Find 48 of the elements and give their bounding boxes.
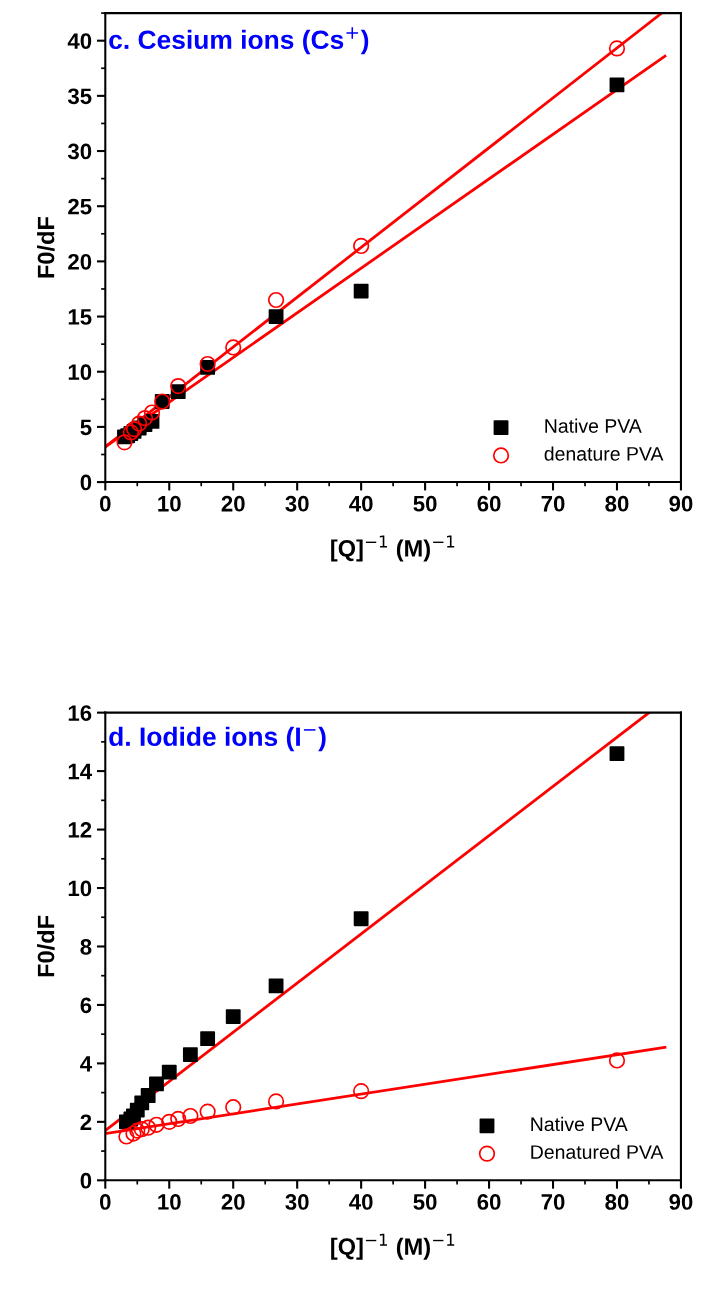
y-tick-label: 5 [80,419,92,436]
y-tick-label: 30 [67,143,92,160]
x-tick-label: 90 [669,495,693,512]
x-tick-label: 50 [413,495,437,512]
x-tick-label: 20 [221,1194,245,1210]
y-tick-label: 4 [80,1056,92,1072]
y-tick-label: 14 [68,763,92,780]
y-tick-label: 8 [80,939,92,955]
x-tick-label: 10 [158,1194,181,1210]
y-tick-label: 2 [80,1114,92,1130]
legend-label: denature PVA [544,446,664,461]
legend-label: Native PVA [545,418,642,433]
y-tick-label: 20 [68,253,92,270]
x-tick-label: 0 [100,495,111,512]
x-tick-label: 40 [349,1194,373,1210]
y-axis-title: F0/dF [37,915,55,977]
y-tick-label: 15 [68,309,92,325]
x-tick-label: 20 [221,495,245,512]
x-tick-label: 40 [349,495,373,512]
y-axis-title: F0/dF [37,216,55,278]
y-tick-label: 10 [68,364,92,380]
x-tick-label: 50 [413,1194,437,1210]
y-tick-label: 6 [80,997,92,1014]
x-tick-label: 80 [605,495,629,512]
x-tick-label: 30 [285,1194,309,1210]
y-tick-label: 40 [67,33,92,49]
chart-title: d. Iodide ions (I$^{−}$) [109,726,326,752]
x-tick-label: 70 [541,1194,565,1210]
legend-label: Denatured PVA [531,1144,664,1159]
x-tick-label: 0 [100,1194,111,1210]
x-tick-label: 90 [669,1194,693,1210]
x-tick-label: 30 [285,495,309,512]
y-tick-label: 35 [67,88,92,105]
y-tick-label: 25 [68,198,92,215]
legend-label: Native PVA [531,1116,628,1132]
text: c. Cesium ions (Cs$^{+}$) [109,27,369,55]
x-tick-label: 60 [477,1194,501,1210]
y-tick-label: 10 [68,880,92,897]
x-tick-label: 70 [541,495,565,512]
x-tick-label: 80 [605,1194,629,1210]
y-tick-label: 0 [80,474,92,491]
y-tick-label: 16 [68,705,92,721]
x-tick-label: 10 [158,495,181,512]
y-tick-label: 12 [68,822,92,838]
x-tick-label: 60 [477,495,501,512]
x-axis-title: [Q]$^{−1}$ (M)$^{−1}$ [331,535,455,562]
x-axis-title: [Q]$^{−1}$ (M)$^{−1}$ [331,1233,455,1260]
y-tick-label: 0 [80,1172,92,1189]
